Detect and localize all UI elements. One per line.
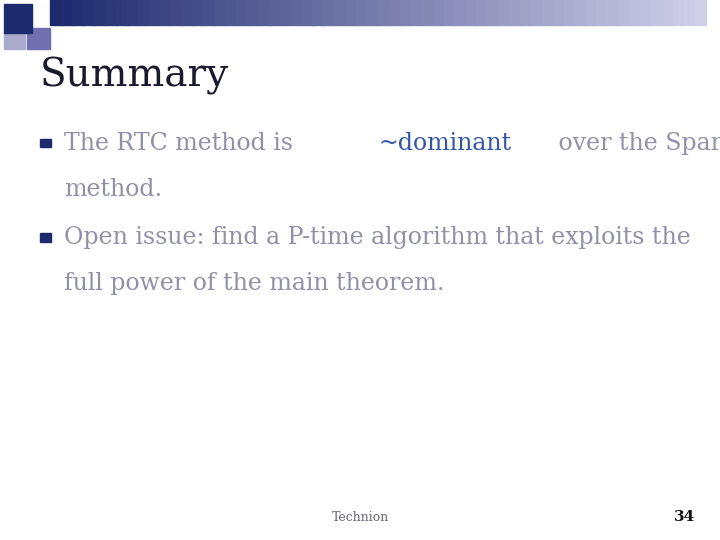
Bar — [302, 0, 313, 25]
Bar — [40, 139, 51, 147]
Bar — [410, 0, 423, 25]
Bar — [607, 0, 619, 25]
Text: Open issue: find a P-time algorithm that exploits the: Open issue: find a P-time algorithm that… — [64, 226, 690, 249]
Bar — [629, 0, 641, 25]
Bar — [509, 0, 521, 25]
Bar — [564, 0, 575, 25]
Bar — [585, 0, 597, 25]
Bar — [258, 0, 269, 25]
Bar — [40, 233, 51, 242]
Bar — [651, 0, 662, 25]
Bar — [225, 0, 237, 25]
Bar — [422, 0, 433, 25]
Bar — [4, 32, 25, 49]
Text: Summary: Summary — [40, 57, 229, 94]
Bar — [334, 0, 346, 25]
Bar — [553, 0, 564, 25]
Bar — [27, 28, 50, 49]
Bar — [50, 0, 62, 25]
Bar — [662, 0, 674, 25]
Text: Technion: Technion — [331, 511, 389, 524]
Bar — [444, 0, 455, 25]
Bar — [640, 0, 652, 25]
Bar — [378, 0, 390, 25]
Bar — [346, 0, 357, 25]
Bar — [269, 0, 280, 25]
Bar — [596, 0, 608, 25]
Bar — [323, 0, 335, 25]
Bar — [72, 0, 84, 25]
Bar — [181, 0, 193, 25]
Bar — [465, 0, 477, 25]
Bar — [203, 0, 215, 25]
Bar — [498, 0, 510, 25]
Bar — [477, 0, 488, 25]
Bar — [215, 0, 226, 25]
Bar — [94, 0, 106, 25]
Bar — [84, 0, 95, 25]
Bar — [291, 0, 302, 25]
Bar — [454, 0, 466, 25]
Bar — [148, 0, 161, 25]
Text: The RTC method is: The RTC method is — [64, 132, 308, 154]
Bar — [389, 0, 400, 25]
Bar — [531, 0, 542, 25]
Bar — [160, 0, 171, 25]
Bar — [487, 0, 499, 25]
Bar — [279, 0, 292, 25]
Bar — [312, 0, 324, 25]
Bar — [575, 0, 586, 25]
Bar — [695, 0, 706, 25]
Bar — [400, 0, 411, 25]
Text: ~dominant: ~dominant — [379, 132, 512, 154]
Bar — [138, 0, 150, 25]
Bar — [236, 0, 248, 25]
Text: full power of the main theorem.: full power of the main theorem. — [64, 272, 444, 295]
Bar — [4, 4, 32, 33]
Bar — [684, 0, 696, 25]
Text: over the Sparse: over the Sparse — [551, 132, 720, 154]
Bar — [105, 0, 117, 25]
Bar — [356, 0, 368, 25]
Bar — [520, 0, 531, 25]
Bar — [618, 0, 630, 25]
Bar — [672, 0, 685, 25]
Bar — [433, 0, 444, 25]
Bar — [367, 0, 379, 25]
Bar — [247, 0, 258, 25]
Bar — [171, 0, 182, 25]
Text: 34: 34 — [673, 510, 695, 524]
Bar — [192, 0, 204, 25]
Bar — [116, 0, 127, 25]
Bar — [541, 0, 554, 25]
Bar — [127, 0, 138, 25]
Bar — [61, 0, 73, 25]
Text: method.: method. — [64, 178, 162, 200]
